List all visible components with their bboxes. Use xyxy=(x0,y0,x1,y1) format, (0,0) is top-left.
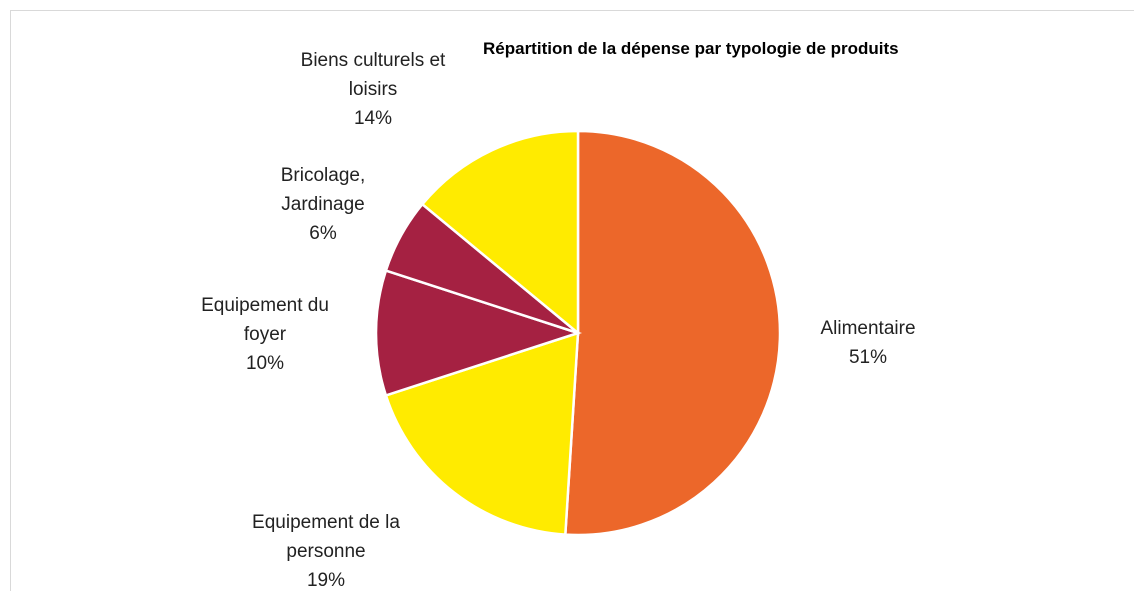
category-label: Biens culturels et loisirs xyxy=(278,46,468,104)
pie-slice xyxy=(565,131,780,535)
category-label: Equipement du foyer xyxy=(180,291,350,349)
value-label: 14% xyxy=(278,104,468,133)
chart-title: Répartition de la dépense par typologie … xyxy=(483,39,899,58)
category-label: Bricolage, Jardinage xyxy=(258,161,388,219)
category-label: Alimentaire xyxy=(793,314,943,343)
value-label: 51% xyxy=(793,343,943,372)
value-label: 6% xyxy=(258,219,388,248)
category-label: Equipement de la personne xyxy=(236,508,416,566)
value-label: 10% xyxy=(180,349,350,378)
